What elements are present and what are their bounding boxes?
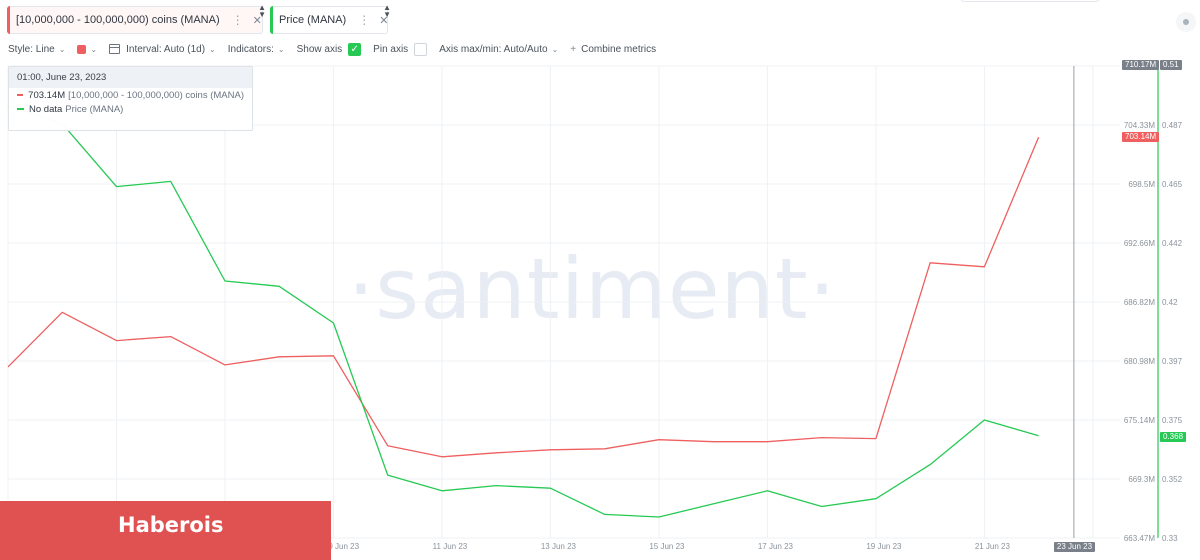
color-swatch <box>77 44 87 54</box>
left-tick-label: 675.14M <box>1124 416 1155 425</box>
x-tick-label: 21 Jun 23 <box>975 542 1011 551</box>
left-tick-label: 704.33M <box>1124 121 1155 130</box>
tooltip-series-name: Price (MANA) <box>65 103 124 115</box>
more-vertical-icon[interactable]: ⋮ <box>358 13 370 27</box>
tooltip-series-name: [10,000,000 - 100,000,000) coins (MANA) <box>68 89 244 101</box>
left-axis: 663.47M 669.3M 675.14M 680.98M 686.82M 692.66… <box>1124 121 1155 543</box>
x-tick-label: 09 Jun 23 <box>324 542 360 551</box>
interval-label: Interval: Auto (1d) <box>126 43 206 55</box>
x-tick-label: 15 Jun 23 <box>649 542 685 551</box>
right-tick-label: 0.397 <box>1162 357 1183 366</box>
holders-last-value-badge: 703.14M <box>1122 132 1160 143</box>
left-tick-label: 692.66M <box>1124 239 1155 248</box>
settings-icon[interactable] <box>1176 12 1196 32</box>
show-axis-label: Show axis <box>296 43 343 55</box>
checkbox-checked-icon[interactable]: ✓ <box>348 42 362 56</box>
tooltip-row-holders: 703.14M [10,000,000 - 100,000,000) coins… <box>9 88 252 102</box>
more-vertical-icon[interactable]: ⋮ <box>231 13 244 27</box>
series-lines <box>7 104 1040 518</box>
metric-tab-label: Price (MANA) <box>279 14 347 26</box>
close-icon[interactable]: ✕ <box>252 14 262 27</box>
checkbox-unchecked-icon[interactable] <box>414 42 428 56</box>
series-line <box>7 104 1039 518</box>
axis-minmax-dropdown[interactable]: Axis max/min: Auto/Auto ⌄ <box>439 44 558 55</box>
right-tick-label: 0.465 <box>1162 180 1183 189</box>
chart-toolbar: Style: Line ⌄ ⌄ Interval: Auto (1d) ⌄ In… <box>8 42 668 56</box>
combine-label: Combine metrics <box>581 43 657 55</box>
indicators-label: Indicators: <box>227 43 274 55</box>
indicators-dropdown[interactable]: Indicators: ⌄ <box>228 44 285 55</box>
right-tick-label: 0.487 <box>1162 121 1183 130</box>
chevron-down-icon: ⌄ <box>58 44 66 54</box>
metric-tab-holders[interactable]: [10,000,000 - 100,000,000) coins (MANA) … <box>7 3 266 34</box>
interval-dropdown[interactable]: Interval: Auto (1d) ⌄ <box>109 44 216 55</box>
left-tick-label: 669.3M <box>1128 475 1155 484</box>
right-tick-label: 0.33 <box>1162 534 1178 543</box>
tooltip-date: 01:00, June 23, 2023 <box>9 67 252 88</box>
tooltip-value: No data <box>29 103 63 115</box>
chevron-down-icon: ⌄ <box>551 44 559 54</box>
right-tick-label: 0.442 <box>1162 239 1183 248</box>
tooltip-value: 703.14M <box>28 89 66 101</box>
x-tick-label: 13 Jun 23 <box>541 542 577 551</box>
left-tick-label: 686.82M <box>1124 298 1155 307</box>
close-icon[interactable]: ✕ <box>379 14 389 27</box>
tab-color-accent <box>270 6 273 34</box>
right-axis: 0.33 0.352 0.375 0.397 0.42 0.442 0.465 0.487 <box>1162 121 1183 543</box>
sort-arrows-icon[interactable]: ▲ ▼ <box>258 3 266 19</box>
chevron-down-icon: ⌄ <box>90 44 98 54</box>
right-tick-label: 0.352 <box>1162 475 1183 484</box>
left-tick-label: 698.5M <box>1128 180 1155 189</box>
series-color-dash <box>17 94 24 96</box>
chart-grid <box>7 65 1120 539</box>
sort-arrows-icon[interactable]: ▲ ▼ <box>383 3 391 19</box>
watermark: ·santiment· <box>348 240 837 338</box>
x-tick-label: 19 Jun 23 <box>866 542 902 551</box>
series-color-dash <box>17 108 24 110</box>
left-tick-label: 663.47M <box>1124 534 1155 543</box>
chevron-down-icon: ⌄ <box>209 44 216 54</box>
left-axis-max-badge: 710.17M <box>1122 60 1160 70</box>
pin-axis-label: Pin axis <box>373 43 409 55</box>
calendar-icon <box>109 44 121 54</box>
metric-tab-price[interactable]: Price (MANA) ⋮ ✕ ▲ ▼ <box>270 3 391 34</box>
left-tick-label: 680.98M <box>1124 357 1155 366</box>
price-last-value-badge: 0.368 <box>1160 431 1187 442</box>
style-dropdown[interactable]: Style: Line ⌄ <box>8 44 65 55</box>
x-tick-label: 17 Jun 23 <box>758 542 794 551</box>
tab-color-accent <box>7 6 10 34</box>
right-tick-label: 0.375 <box>1162 416 1183 425</box>
chart-tooltip: 01:00, June 23, 2023 703.14M [10,000,000… <box>8 66 253 131</box>
axis-minmax-label: Axis max/min: Auto/Auto <box>439 43 548 55</box>
color-picker[interactable]: ⌄ <box>77 44 98 54</box>
cursor-date-badge: 23 Jun 23 <box>1053 542 1096 552</box>
plus-icon: + <box>570 43 577 55</box>
brand-overlay: Haberois <box>0 501 331 560</box>
combine-metrics-button[interactable]: + Combine metrics <box>570 44 656 55</box>
right-axis-max-badge: 0.51 <box>1160 60 1182 70</box>
metric-tab-label: [10,000,000 - 100,000,000) coins (MANA) <box>16 14 220 26</box>
series-line <box>7 136 1040 458</box>
show-axis-toggle[interactable]: Show axis ✓ <box>296 42 362 56</box>
tooltip-row-price: No data Price (MANA) <box>9 102 252 116</box>
right-tick-label: 0.42 <box>1162 298 1178 307</box>
pin-axis-toggle[interactable]: Pin axis <box>373 42 428 56</box>
style-label: Style: Line <box>8 43 55 55</box>
chevron-down-icon: ⌄ <box>277 44 285 54</box>
x-tick-label: 11 Jun 23 <box>433 542 468 551</box>
